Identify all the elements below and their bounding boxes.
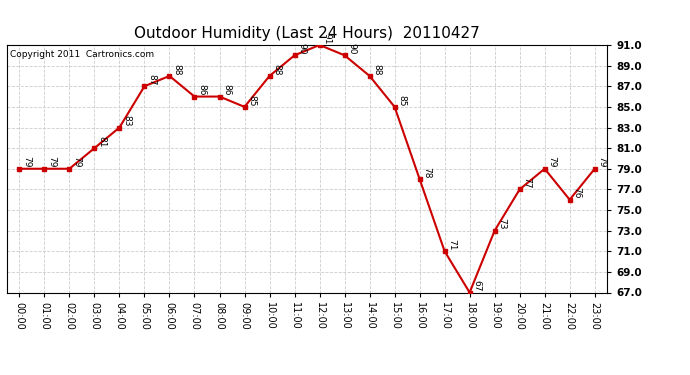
Text: 79: 79	[22, 156, 31, 168]
Text: Copyright 2011  Cartronics.com: Copyright 2011 Cartronics.com	[10, 50, 154, 59]
Text: 90: 90	[297, 43, 306, 54]
Text: 87: 87	[147, 74, 156, 86]
Text: 88: 88	[373, 64, 382, 75]
Text: 79: 79	[72, 156, 81, 168]
Text: 88: 88	[273, 64, 282, 75]
Text: 90: 90	[347, 43, 356, 54]
Text: 88: 88	[172, 64, 181, 75]
Text: 79: 79	[547, 156, 556, 168]
Text: 81: 81	[97, 136, 106, 147]
Text: 77: 77	[522, 177, 531, 189]
Text: 83: 83	[122, 115, 131, 127]
Text: 73: 73	[497, 218, 506, 230]
Text: 78: 78	[422, 167, 431, 178]
Text: 79: 79	[47, 156, 56, 168]
Text: 86: 86	[197, 84, 206, 96]
Text: 71: 71	[447, 239, 456, 250]
Text: 86: 86	[222, 84, 231, 96]
Text: 85: 85	[247, 94, 256, 106]
Text: 67: 67	[473, 280, 482, 292]
Text: 85: 85	[397, 94, 406, 106]
Text: 76: 76	[573, 188, 582, 199]
Text: 79: 79	[598, 156, 607, 168]
Title: Outdoor Humidity (Last 24 Hours)  20110427: Outdoor Humidity (Last 24 Hours) 2011042…	[134, 26, 480, 41]
Text: 91: 91	[322, 33, 331, 44]
